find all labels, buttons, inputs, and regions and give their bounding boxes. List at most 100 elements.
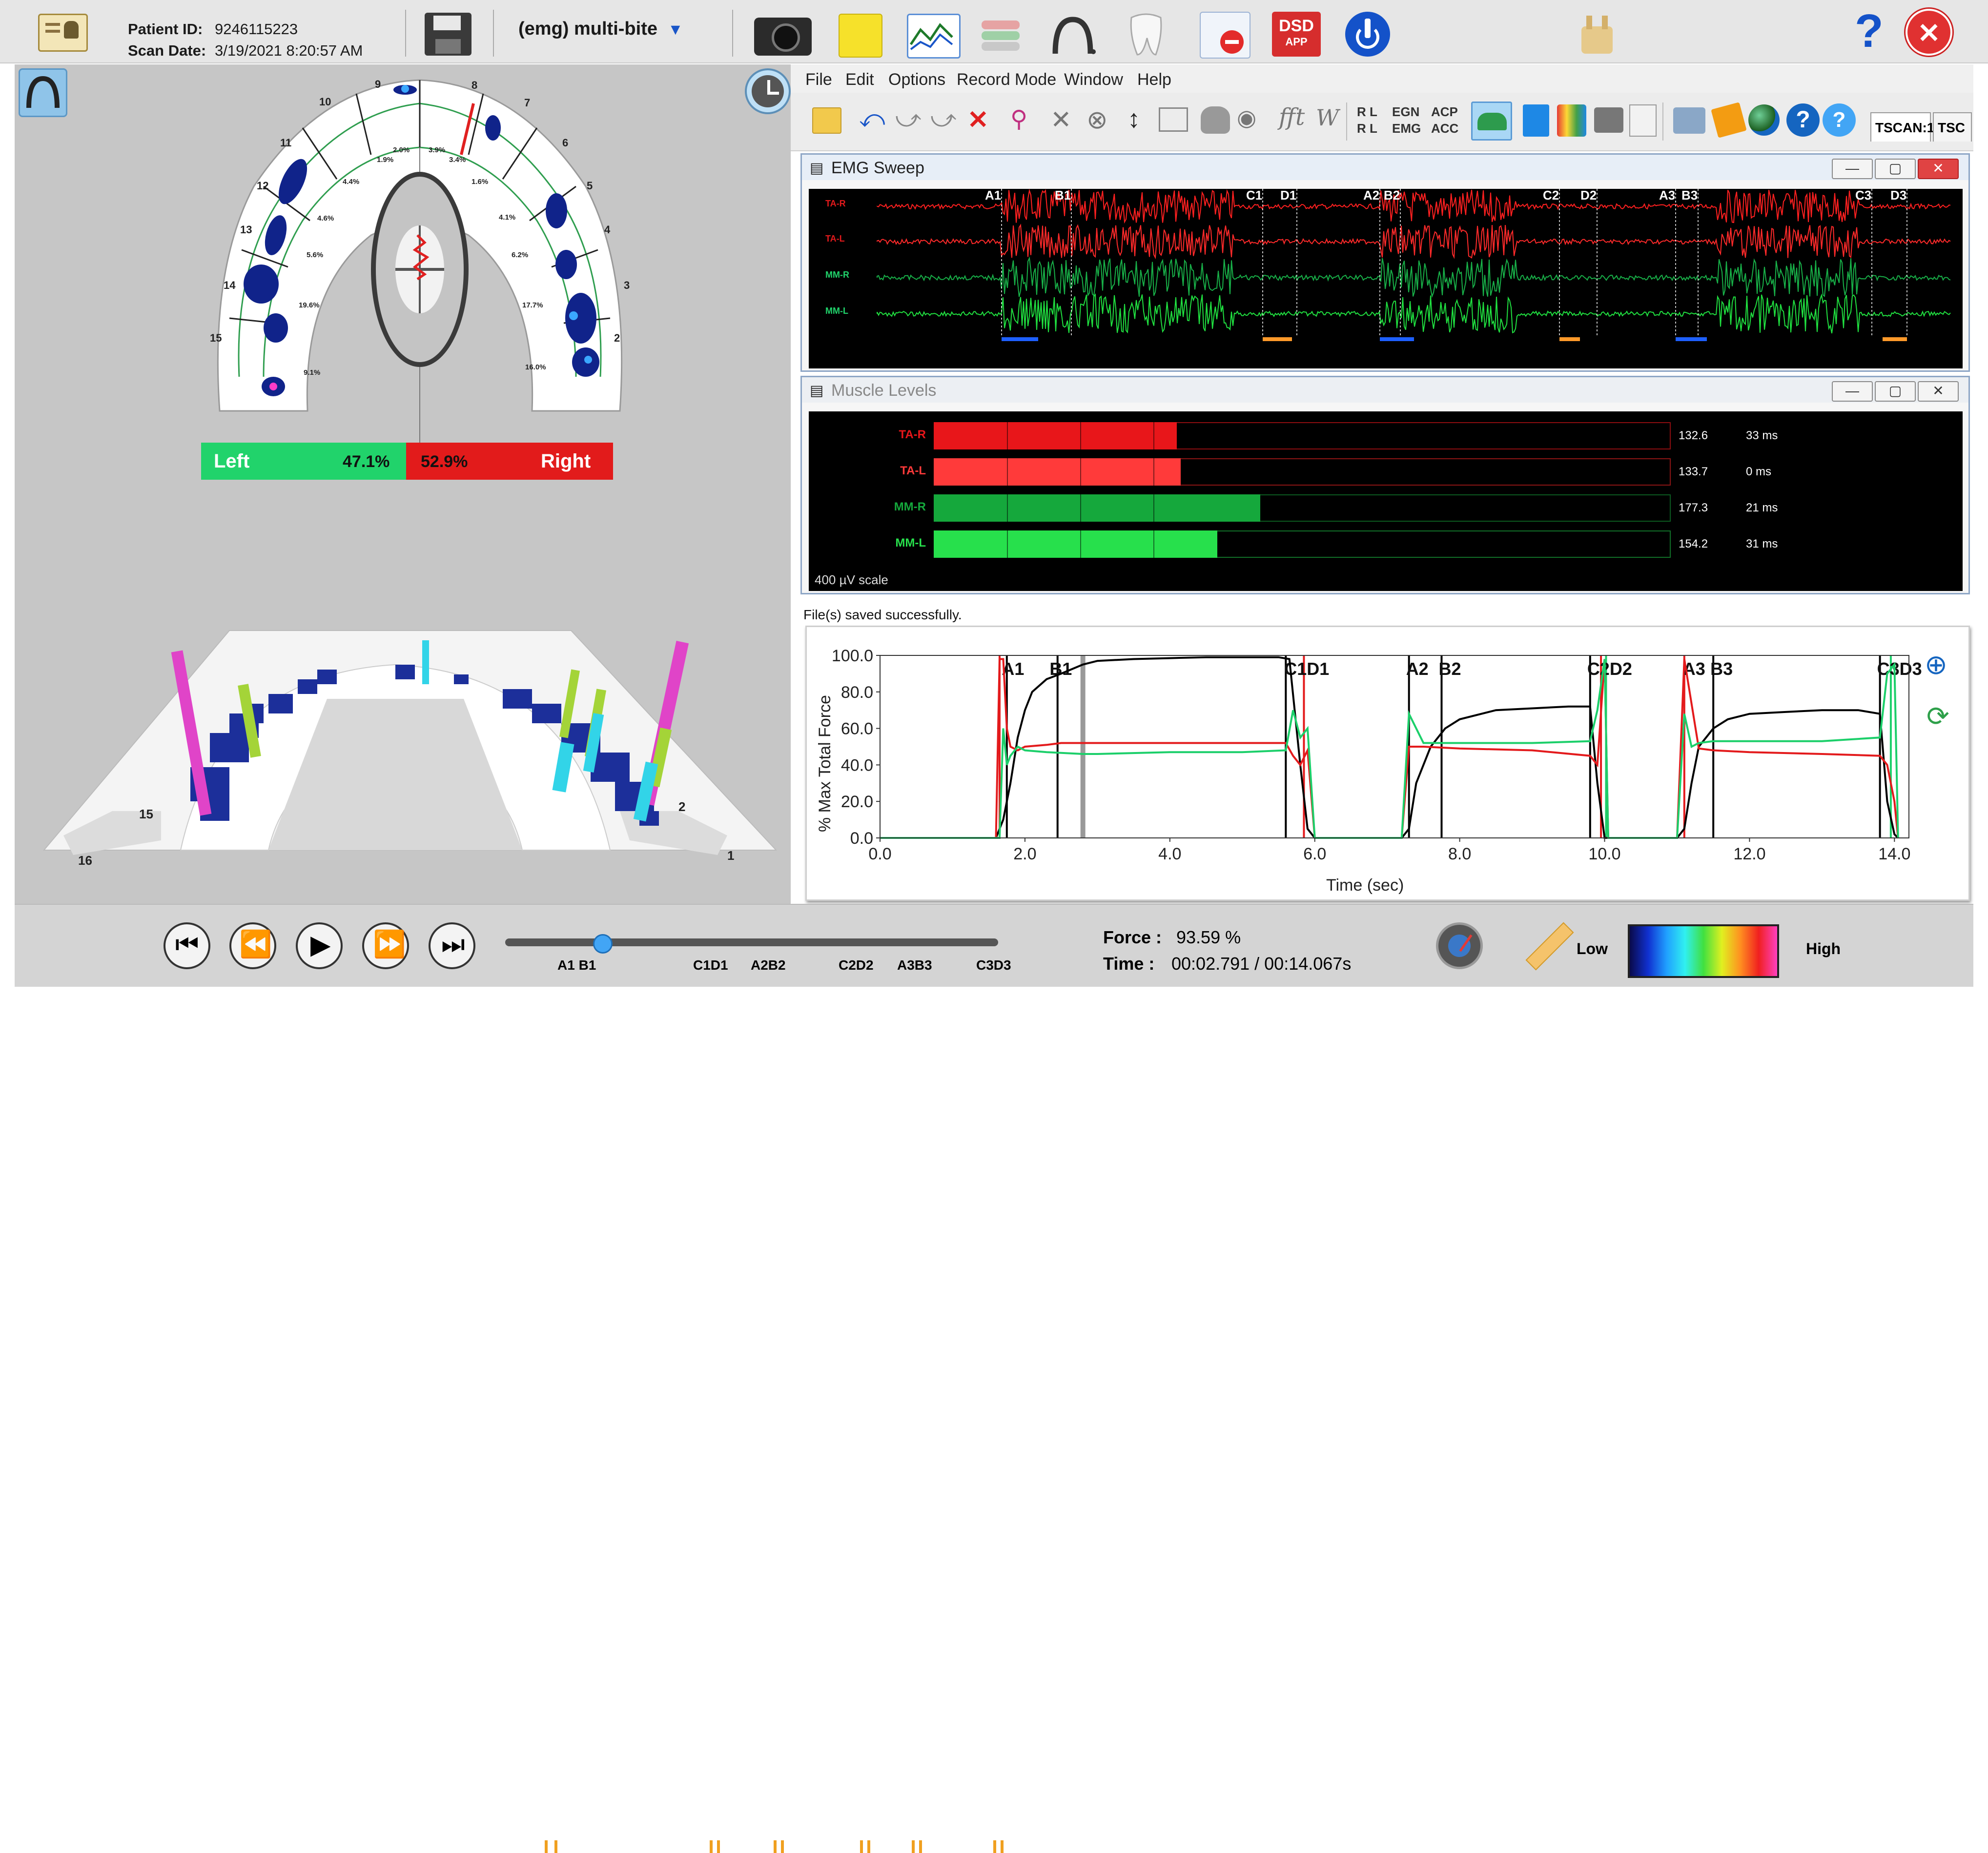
dsd-app-icon[interactable]: DSD APP <box>1272 12 1321 57</box>
emg-marker-label: B1 <box>1055 189 1071 203</box>
menu-file[interactable]: File <box>805 70 832 89</box>
force-ylabel: % Max Total Force <box>816 695 834 832</box>
recording-name[interactable]: (emg) multi-bite <box>518 19 657 39</box>
plugin-icon[interactable] <box>1578 13 1617 57</box>
patient-card-icon[interactable] <box>38 14 88 52</box>
open-folder-icon[interactable] <box>812 107 841 134</box>
note-icon[interactable] <box>839 14 882 58</box>
egn-emg-button[interactable]: EGN EMG <box>1392 103 1426 139</box>
tooth-number: 15 <box>210 332 222 344</box>
channel-label-ta-r: TA-R <box>825 199 846 208</box>
minimize-button[interactable]: — <box>1832 381 1873 402</box>
redo-icon[interactable]: ⤻ <box>895 105 922 132</box>
close-window-button[interactable]: ✕ <box>1918 159 1959 179</box>
help-circle-icon[interactable]: ? <box>1786 103 1820 137</box>
save-icon[interactable] <box>425 13 471 56</box>
graph-icon[interactable] <box>907 14 961 59</box>
emg-marker-label: D1 <box>1280 189 1296 203</box>
menu-help[interactable]: Help <box>1137 70 1171 89</box>
force-marker-label: A2 <box>1406 659 1429 679</box>
menu-window[interactable]: Window <box>1064 70 1123 89</box>
timeline-marker <box>1001 1840 1004 1853</box>
play-button[interactable]: ▶ <box>296 922 343 969</box>
w-icon[interactable]: W <box>1316 104 1339 131</box>
clock-button[interactable] <box>745 68 791 114</box>
rl-toggle-button[interactable]: R L R L <box>1357 103 1386 139</box>
emg-bite-segment <box>1883 337 1907 341</box>
delete-icon[interactable]: ✕ <box>967 106 989 134</box>
rl-bottom-label: R L <box>1357 121 1377 136</box>
timeline-label: A1 B1 <box>557 957 596 973</box>
notebook-icon[interactable] <box>1523 104 1549 137</box>
zoom-in-icon[interactable]: ⊕ <box>1925 649 1947 680</box>
tooth-shape-icon[interactable] <box>1201 106 1230 134</box>
pct-label: 17.7% <box>522 301 543 309</box>
globe-icon[interactable] <box>1748 104 1780 136</box>
arch-mode-icon[interactable] <box>1471 102 1512 141</box>
timeline-track[interactable] <box>505 938 998 946</box>
tab-tscan-2[interactable]: TSC <box>1933 112 1972 142</box>
tab-tscan-1[interactable]: TSCAN:1 <box>1870 112 1934 142</box>
arch-icon[interactable] <box>1049 15 1096 57</box>
pct-label: 1.9% <box>377 156 393 164</box>
tooth-number: 6 <box>562 137 568 149</box>
undo-icon[interactable]: ⤺ <box>859 105 885 132</box>
menu-options[interactable]: Options <box>888 70 946 89</box>
view3d-label: 1 <box>727 848 734 863</box>
rewind-button[interactable]: ⏪ <box>229 922 276 969</box>
view3d-label: 15 <box>139 807 153 821</box>
fast-forward-button[interactable]: ⏩ <box>362 922 409 969</box>
close-app-button[interactable]: ✕ <box>1906 9 1952 56</box>
timeline-marker <box>710 1840 713 1853</box>
grid-icon[interactable] <box>1159 107 1188 132</box>
minimize-button[interactable]: — <box>1832 159 1873 179</box>
arch-view-toggle-button[interactable] <box>19 68 67 117</box>
close-window-button[interactable]: ✕ <box>1918 381 1959 402</box>
timeline-marker <box>919 1840 922 1853</box>
print-icon[interactable] <box>1673 107 1705 134</box>
pct-label: 3.4% <box>449 156 466 164</box>
force-chart-panel: A1 B1 C1D1 A2 B2 C2D2 A3 B3 C3D3 0.0 20.0 40.0 60.0… <box>805 626 1970 901</box>
book-icon[interactable] <box>1711 102 1747 138</box>
menu-edit[interactable]: Edit <box>845 70 874 89</box>
emg-bite-segment <box>1263 337 1292 341</box>
stop-recording-icon[interactable] <box>1200 12 1250 59</box>
redo-all-icon[interactable]: ⤻ <box>930 105 957 132</box>
skip-to-end-button[interactable]: ⏭ <box>429 922 475 969</box>
acp-acc-button[interactable]: ACP ACC <box>1431 103 1465 139</box>
skip-to-start-button[interactable]: ⏮ <box>164 922 210 969</box>
context-help-icon[interactable]: ? <box>1823 103 1856 137</box>
maximize-button[interactable]: ▢ <box>1875 381 1916 402</box>
muscle-level-bar <box>934 494 1260 522</box>
tooth-number: 10 <box>319 96 331 108</box>
report-icon[interactable] <box>1629 104 1657 137</box>
tooth-icon[interactable] <box>1127 11 1166 58</box>
timeline-label: C1D1 <box>693 957 728 973</box>
recording-dropdown-icon[interactable]: ▼ <box>668 20 683 38</box>
force-marker-label: C2D2 <box>1587 659 1632 679</box>
zoom-icon[interactable]: ⚲ <box>1010 106 1028 132</box>
vertical-arrows-icon[interactable]: ↕ <box>1127 105 1140 133</box>
help-icon[interactable]: ? <box>1855 5 1884 57</box>
layers-icon[interactable] <box>979 16 1023 55</box>
cross-icon[interactable]: ✕ <box>1050 106 1072 134</box>
gauge-icon[interactable] <box>1436 922 1483 969</box>
menu-record-mode[interactable]: Record Mode <box>957 70 1057 89</box>
pct-label: 16.0% <box>525 363 546 371</box>
snapshot-icon[interactable] <box>1594 107 1623 133</box>
legend-low-label: Low <box>1577 940 1608 957</box>
sound-icon[interactable]: ◉ <box>1237 105 1257 130</box>
force-marker-label: B2 <box>1438 659 1461 679</box>
occlusion-view-panel: 2.0% 3.9% 1.9% 3.4% 4.4% 1.6% 4.6% 4.1% … <box>15 64 791 904</box>
refresh-icon[interactable]: ⟳ <box>1927 701 1949 732</box>
target-icon[interactable]: ⊗ <box>1086 106 1108 134</box>
camera-icon[interactable] <box>754 18 812 56</box>
maximize-button[interactable]: ▢ <box>1875 159 1916 179</box>
timeline-thumb[interactable] <box>593 934 613 954</box>
fft-icon[interactable]: fft <box>1279 103 1305 131</box>
force-marker-label: A1 <box>1002 659 1024 679</box>
palette-icon[interactable] <box>1557 104 1586 137</box>
ruler-icon[interactable] <box>1525 922 1574 971</box>
power-icon[interactable] <box>1345 12 1390 57</box>
muscle-levels-titlebar: ▤ Muscle Levels — ▢ ✕ <box>802 377 1968 403</box>
